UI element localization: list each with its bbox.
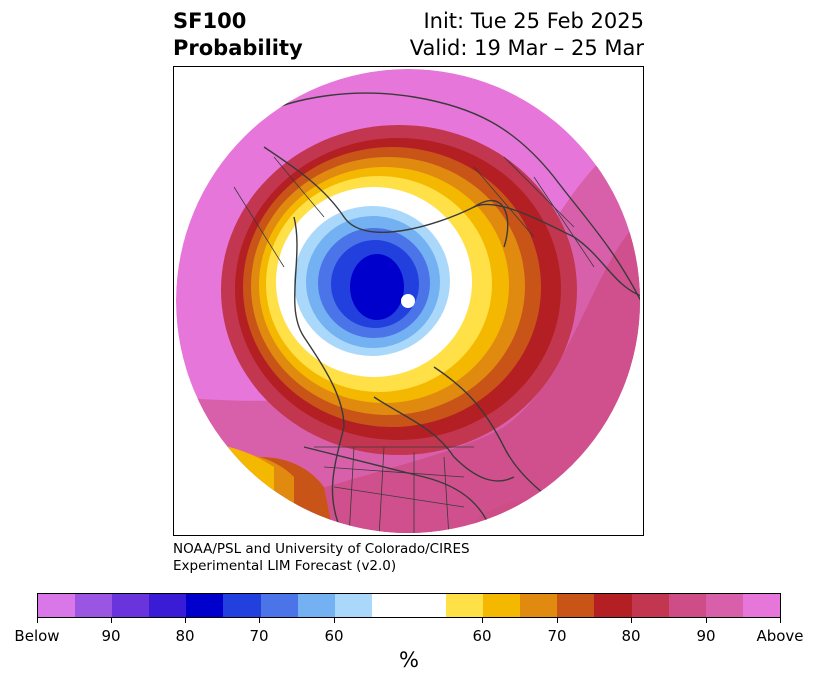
colorbar-segment (38, 594, 76, 617)
valid-range: Valid: 19 Mar – 25 Mar (409, 36, 644, 60)
credit-line-2: Experimental LIM Forecast (v2.0) (173, 558, 397, 574)
colorbar-tick (37, 618, 38, 623)
colorbar-segment (223, 594, 261, 617)
map-panel (173, 66, 644, 536)
colorbar-tick-label: Above (756, 627, 804, 645)
colorbar-segment (371, 594, 447, 617)
colorbar-tick-label: 90 (696, 627, 716, 645)
colorbar-segment (483, 594, 521, 617)
polar-map (176, 69, 640, 533)
colorbar-segment (112, 594, 150, 617)
colorbar-tick (482, 618, 483, 623)
coastlines (253, 92, 640, 533)
colorbar-tick (259, 618, 260, 623)
colorbar-tick-label: 70 (249, 627, 269, 645)
colorbar-segment (520, 594, 558, 617)
colorbar-tick (557, 618, 558, 623)
credit-line-1: NOAA/PSL and University of Colorado/CIRE… (173, 541, 470, 557)
title-left: SF100 Probability (173, 8, 303, 62)
colorbar-segment (149, 594, 187, 617)
init-date: Init: Tue 25 Feb 2025 (423, 9, 644, 33)
colorbar-segment (705, 594, 743, 617)
colorbar-segment (75, 594, 113, 617)
colorbar-tick-label: 80 (621, 627, 641, 645)
probability-field (176, 69, 640, 533)
colorbar-segment (557, 594, 595, 617)
colorbar-tick (780, 618, 781, 623)
colorbar-segment (334, 594, 372, 617)
colorbar (37, 593, 781, 618)
colorbar-unit-label: % (399, 648, 419, 672)
colorbar-tick-label: 70 (547, 627, 567, 645)
political-borders (233, 156, 595, 533)
colorbar-segment (297, 594, 335, 617)
colorbar-tick-label: 60 (324, 627, 344, 645)
variable-type: Probability (173, 36, 303, 60)
colorbar-tick-label: Below (14, 627, 60, 645)
colorbar-tick-label: 80 (175, 627, 195, 645)
colorbar-tick-label: 60 (472, 627, 492, 645)
colorbar-segment (260, 594, 298, 617)
colorbar-segment (668, 594, 706, 617)
colorbar-tick (185, 618, 186, 623)
colorbar-segment (631, 594, 669, 617)
colorbar-segment (594, 594, 632, 617)
colorbar-tick (334, 618, 335, 623)
title-right: Init: Tue 25 Feb 2025 Valid: 19 Mar – 25… (410, 8, 644, 62)
colorbar-tick (706, 618, 707, 623)
colorbar-tick-label: 90 (101, 627, 121, 645)
colorbar-segment (186, 594, 224, 617)
variable-name: SF100 (173, 9, 247, 33)
colorbar-segment (742, 594, 780, 617)
credit-text: NOAA/PSL and University of Colorado/CIRE… (173, 541, 470, 575)
colorbar-tick (631, 618, 632, 623)
colorbar-tick (111, 618, 112, 623)
colorbar-segment (446, 594, 484, 617)
